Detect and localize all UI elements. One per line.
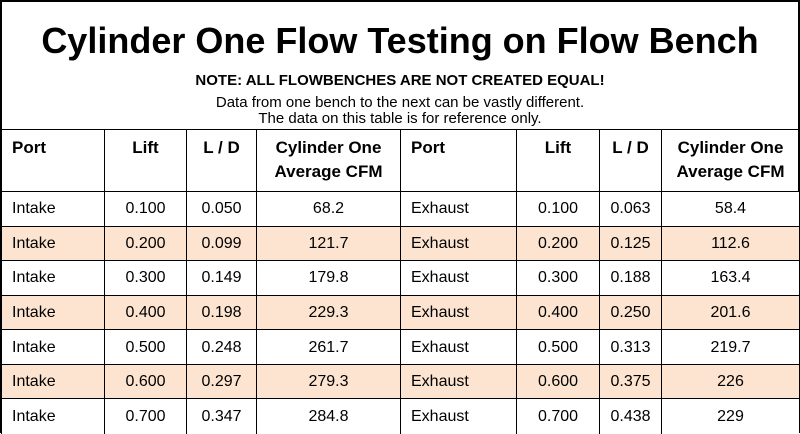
table-cell: Intake	[1, 260, 104, 296]
table-cell: 58.4	[661, 191, 799, 227]
column-header: Cylinder One Average CFM	[661, 129, 799, 191]
table-cell: 201.6	[661, 294, 799, 331]
table-cell: 284.8	[256, 398, 400, 434]
table-cell: Exhaust	[400, 329, 516, 365]
column-header: L / D	[186, 129, 256, 191]
table-cell: 0.297	[186, 363, 256, 400]
table-cell: 0.099	[186, 225, 256, 262]
table-cell: 163.4	[661, 260, 799, 296]
table-cell: 229.3	[256, 294, 400, 331]
column-header: Cylinder One Average CFM	[256, 129, 400, 191]
table-cell: Intake	[1, 191, 104, 227]
table-cell: 0.100	[516, 191, 599, 227]
table-cell: 0.050	[186, 191, 256, 227]
table-cell: 0.375	[599, 363, 661, 400]
table-cell: 0.188	[599, 260, 661, 296]
table-cell: 0.063	[599, 191, 661, 227]
table-cell: 112.6	[661, 225, 799, 262]
table-cell: 261.7	[256, 329, 400, 365]
table-cell: 0.125	[599, 225, 661, 262]
table-cell: Exhaust	[400, 398, 516, 434]
table-cell: 229	[661, 398, 799, 434]
table-cell: 0.600	[104, 363, 186, 400]
column-header: Lift	[104, 129, 186, 191]
table-cell: Exhaust	[400, 225, 516, 262]
table-cell: 0.248	[186, 329, 256, 365]
table-cell: 0.200	[516, 225, 599, 262]
table-cell: Intake	[1, 329, 104, 365]
table-cell: 219.7	[661, 329, 799, 365]
table-cell: Intake	[1, 363, 104, 400]
table-cell: 179.8	[256, 260, 400, 296]
table-cell: 0.250	[599, 294, 661, 331]
table-cell: 0.700	[516, 398, 599, 434]
table-cell: 0.198	[186, 294, 256, 331]
table-cell: Exhaust	[400, 191, 516, 227]
table-cell: 68.2	[256, 191, 400, 227]
subtitle-line: Data from one bench to the next can be v…	[215, 94, 585, 111]
table-cell: 0.100	[104, 191, 186, 227]
table-cell: 0.500	[516, 329, 599, 365]
table-cell: Exhaust	[400, 260, 516, 296]
column-header: Port	[1, 129, 104, 191]
table-cell: 0.438	[599, 398, 661, 434]
table-cell: 0.347	[186, 398, 256, 434]
table-cell: 0.600	[516, 363, 599, 400]
table-cell: 0.500	[104, 329, 186, 365]
column-header: Port	[400, 129, 516, 191]
table-cell: 121.7	[256, 225, 400, 262]
table-cell: 0.400	[516, 294, 599, 331]
table-cell: 0.300	[516, 260, 599, 296]
table-cell: 0.400	[104, 294, 186, 331]
table-cell: 0.200	[104, 225, 186, 262]
column-header: Lift	[516, 129, 599, 191]
table-cell: 0.300	[104, 260, 186, 296]
table-cell: 0.149	[186, 260, 256, 296]
column-header: L / D	[599, 129, 661, 191]
table-cell: Intake	[1, 398, 104, 434]
table-cell: Exhaust	[400, 294, 516, 331]
table-cell: 279.3	[256, 363, 400, 400]
subtitle-line: The data on this table is for reference …	[258, 110, 542, 127]
table-cell: 0.313	[599, 329, 661, 365]
note: NOTE: ALL FLOWBENCHES ARE NOT CREATED EQ…	[195, 72, 605, 89]
title: Cylinder One Flow Testing on Flow Bench	[41, 20, 759, 61]
table-cell: Intake	[1, 225, 104, 262]
table-cell: Intake	[1, 294, 104, 331]
table-cell: 226	[661, 363, 799, 400]
table-cell: 0.700	[104, 398, 186, 434]
table-cell: Exhaust	[400, 363, 516, 400]
